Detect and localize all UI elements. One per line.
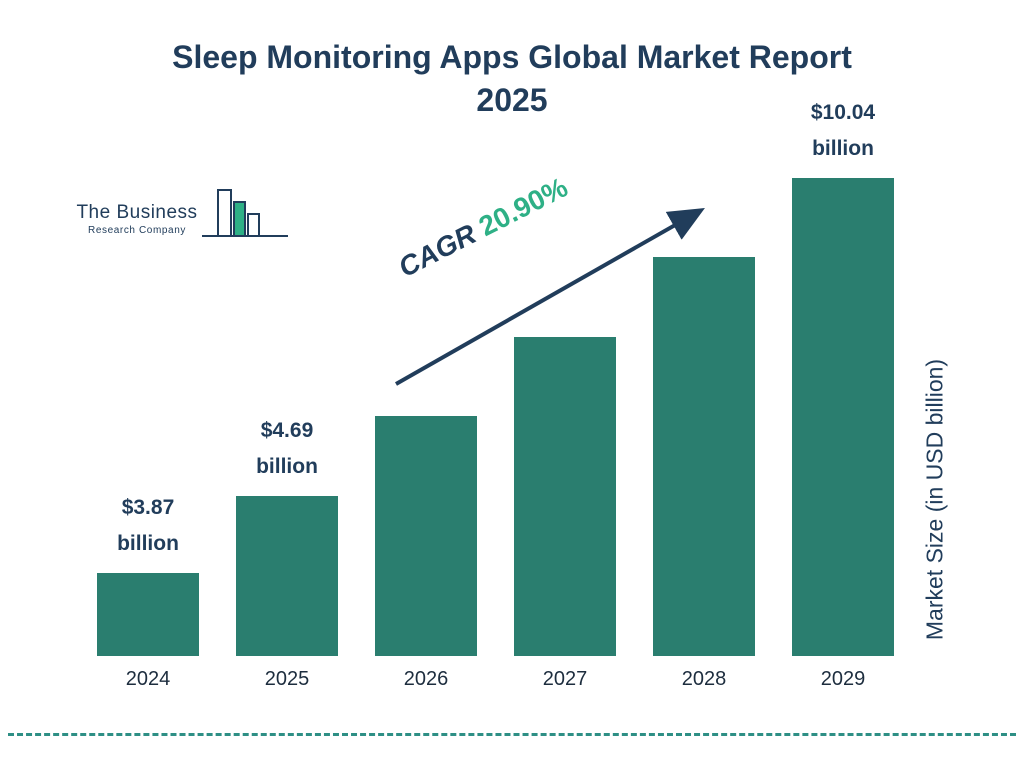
x-tick-2024: 2024 [125, 668, 171, 690]
data-label-value: $3.87 [121, 495, 175, 519]
bar-2024 [97, 573, 199, 656]
bar-2026 [375, 416, 477, 656]
data-label-unit: billion [256, 455, 318, 479]
y-axis-label: Market Size (in USD billion) [921, 358, 948, 641]
x-tick-2025: 2025 [264, 668, 310, 690]
bar-chart: $3.87 billion 2024 $4.69 billion 2025 20… [97, 95, 894, 696]
bar-column-2027: 2027 [514, 327, 616, 695]
data-label-unit: billion [812, 137, 874, 161]
x-tick-2029: 2029 [820, 668, 866, 690]
cagr-trend-arrow-icon [395, 208, 705, 386]
bar-chart-logo-icon [202, 189, 288, 237]
bar-2027 [514, 337, 616, 656]
chart-title-line1: Sleep Monitoring Apps Global Market Repo… [172, 39, 852, 75]
data-label-2025: $4.69 billion [256, 413, 318, 487]
bar-column-2024: $3.87 billion 2024 [97, 490, 199, 696]
bar-2028 [653, 257, 755, 656]
chart-title-line2: 2025 [476, 82, 548, 119]
x-tick-2028: 2028 [681, 668, 727, 690]
data-label-2024: $3.87 billion [117, 490, 179, 564]
x-tick-2027: 2027 [542, 668, 588, 690]
bar-2029 [792, 178, 894, 656]
bar-column-2029: $10.04 billion 2029 [792, 95, 894, 696]
bar-column-2025: $4.69 billion 2025 [236, 413, 338, 696]
chart-title: Sleep Monitoring Apps Global Market Repo… [0, 36, 1024, 122]
data-label-value: $10.04 [810, 100, 876, 124]
company-name: The Business [76, 202, 198, 223]
x-tick-2026: 2026 [403, 668, 449, 690]
data-label-2029: $10.04 billion [811, 95, 875, 169]
bar-column-2028: 2028 [653, 247, 755, 695]
company-subtitle: Research Company [88, 225, 186, 236]
company-logo-text: The Business Research Company [72, 202, 202, 236]
bottom-dashed-divider [8, 733, 1016, 736]
bar-2025 [236, 496, 338, 656]
bar-column-2026: 2026 [375, 406, 477, 695]
company-logo: The Business Research Company [72, 188, 288, 250]
data-label-unit: billion [117, 532, 179, 556]
data-label-value: $4.69 [260, 418, 314, 442]
